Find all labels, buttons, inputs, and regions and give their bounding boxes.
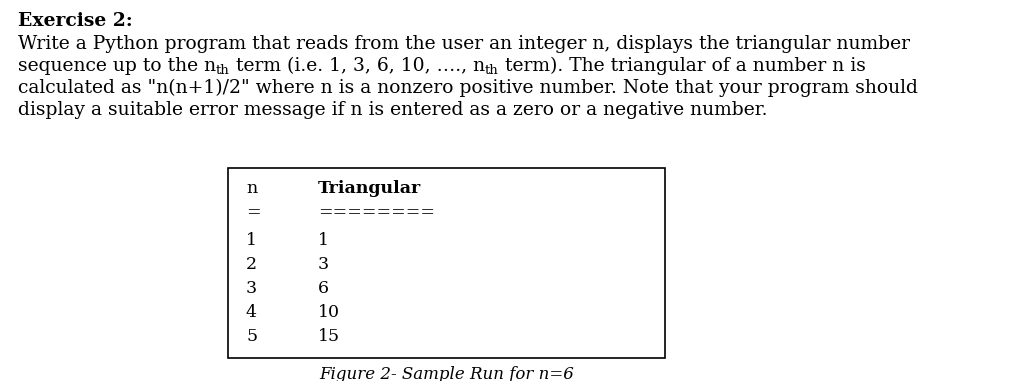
Text: Figure 2- Sample Run for n=6: Figure 2- Sample Run for n=6 <box>319 366 573 381</box>
Text: 3: 3 <box>246 280 257 297</box>
Text: 5: 5 <box>246 328 257 345</box>
Text: 2: 2 <box>246 256 257 273</box>
Text: Write a Python program that reads from the user an integer n, displays the trian: Write a Python program that reads from t… <box>18 35 910 53</box>
Text: Triangular: Triangular <box>318 180 421 197</box>
Text: 4: 4 <box>246 304 257 321</box>
Text: term (i.e. 1, 3, 6, 10, …., n: term (i.e. 1, 3, 6, 10, …., n <box>229 57 485 75</box>
Text: th: th <box>485 64 499 77</box>
Text: display a suitable error message if n is entered as a zero or a negative number.: display a suitable error message if n is… <box>18 101 768 119</box>
Text: 1: 1 <box>318 232 329 249</box>
Text: 15: 15 <box>318 328 340 345</box>
Text: n: n <box>246 180 257 197</box>
Text: 1: 1 <box>246 232 257 249</box>
Bar <box>228 168 665 358</box>
Text: calculated as "n(n+1)/2" where n is a nonzero positive number. Note that your pr: calculated as "n(n+1)/2" where n is a no… <box>18 79 918 97</box>
Text: th: th <box>216 64 229 77</box>
Text: =: = <box>246 204 261 221</box>
Text: Exercise 2:: Exercise 2: <box>18 12 133 30</box>
Text: sequence up to the n: sequence up to the n <box>18 57 216 75</box>
Text: 6: 6 <box>318 280 329 297</box>
Text: term). The triangular of a number n is: term). The triangular of a number n is <box>499 57 865 75</box>
Text: ========: ======== <box>318 204 435 221</box>
Text: 3: 3 <box>318 256 329 273</box>
Text: 10: 10 <box>318 304 340 321</box>
